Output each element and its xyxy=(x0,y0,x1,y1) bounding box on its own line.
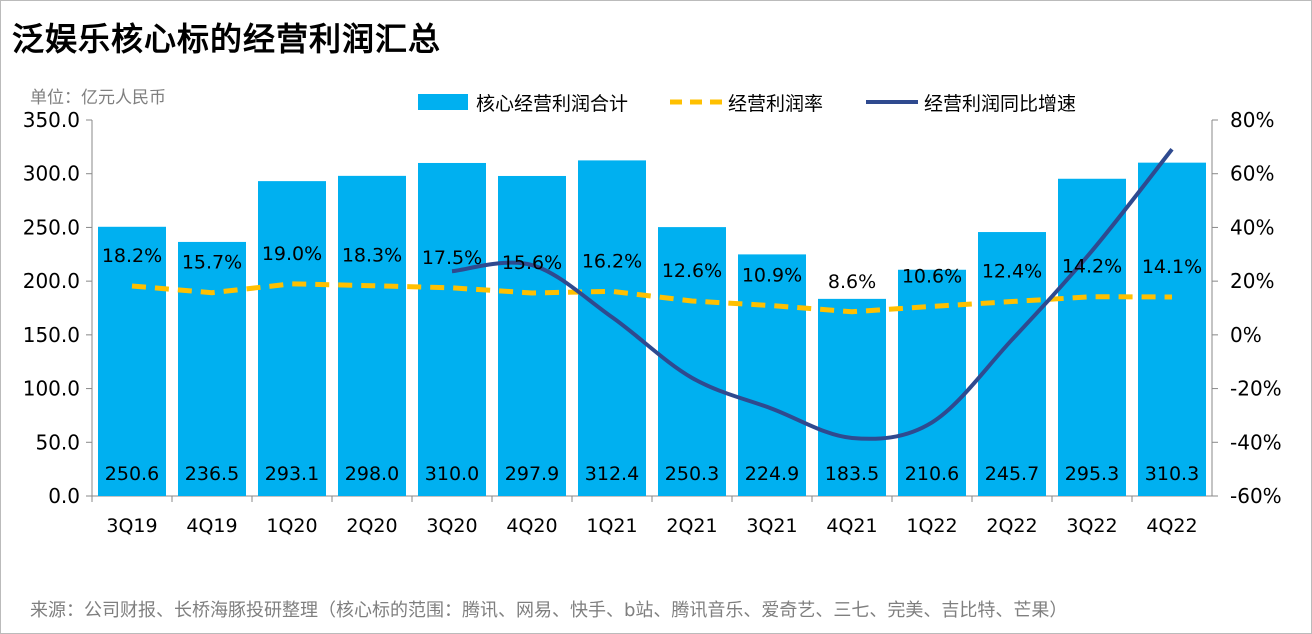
growth-rate-line xyxy=(451,148,1174,441)
y-tick-label: 200.0 xyxy=(23,269,80,293)
bar-value-label: 245.7 xyxy=(985,463,1039,485)
y2-tick-label: 80% xyxy=(1230,108,1274,132)
y-tick-label: 100.0 xyxy=(23,377,80,401)
y-tick-label: 0.0 xyxy=(48,484,80,508)
y-tick-label: 150.0 xyxy=(23,323,80,347)
bar-value-label: 250.6 xyxy=(105,463,159,485)
rate-value-label: 18.3% xyxy=(342,245,402,267)
bar-value-label: 183.5 xyxy=(825,463,879,485)
bar-value-label: 295.3 xyxy=(1065,463,1119,485)
bar-value-label: 293.1 xyxy=(265,463,319,485)
bar-value-label: 210.6 xyxy=(905,463,959,485)
source-note: 来源：公司财报、长桥海豚投研整理（核心标的范围：腾讯、网易、快手、b站、腾讯音乐… xyxy=(30,600,1068,621)
legend-bar-swatch xyxy=(418,94,468,110)
x-tick-label: 1Q20 xyxy=(266,515,317,537)
rate-value-label: 17.5% xyxy=(422,247,482,269)
legend-growth-label: 经营利润同比增速 xyxy=(924,93,1076,115)
bar xyxy=(258,181,326,496)
x-tick-label: 1Q22 xyxy=(906,515,957,537)
bar xyxy=(338,175,406,496)
bar xyxy=(498,175,566,497)
bar xyxy=(738,254,806,496)
x-tick-label: 3Q20 xyxy=(426,515,477,537)
rate-value-label: 15.6% xyxy=(502,252,562,274)
x-tick-label: 2Q21 xyxy=(666,515,717,537)
rate-value-label: 19.0% xyxy=(262,243,322,265)
bar-value-label: 312.4 xyxy=(585,463,639,485)
rate-value-label: 18.2% xyxy=(102,245,162,267)
bar-value-label: 236.5 xyxy=(185,463,239,485)
x-tick-label: 3Q21 xyxy=(746,515,797,537)
bar xyxy=(418,162,486,496)
bar-value-label: 297.9 xyxy=(505,463,559,485)
y2-tick-label: -40% xyxy=(1230,430,1282,454)
y-tick-label: 250.0 xyxy=(23,215,80,239)
x-tick-label: 4Q20 xyxy=(506,515,557,537)
rate-value-label: 15.7% xyxy=(182,252,242,274)
legend-bar-label: 核心经营利润合计 xyxy=(476,93,628,115)
bar xyxy=(98,226,166,496)
y2-tick-label: 40% xyxy=(1230,215,1274,239)
x-tick-label: 2Q22 xyxy=(986,515,1037,537)
x-tick-label: 4Q21 xyxy=(826,515,877,537)
legend-rate-label: 经营利润率 xyxy=(728,93,823,115)
profit-rate-line xyxy=(131,281,1173,315)
y-tick-label: 300.0 xyxy=(23,162,80,186)
bar-value-label: 310.3 xyxy=(1145,463,1199,485)
bar xyxy=(578,160,646,497)
x-tick-label: 2Q20 xyxy=(346,515,397,537)
rate-value-label: 14.1% xyxy=(1142,256,1202,278)
y2-tick-label: -20% xyxy=(1230,377,1282,401)
bar-value-label: 298.0 xyxy=(345,463,399,485)
x-tick-label: 3Q19 xyxy=(106,515,157,537)
y2-tick-label: -60% xyxy=(1230,484,1282,508)
y-tick-label: 50.0 xyxy=(35,430,80,454)
y2-tick-label: 0% xyxy=(1230,323,1262,347)
y2-tick-label: 60% xyxy=(1230,162,1274,186)
rate-value-label: 12.6% xyxy=(662,260,722,282)
bar-value-label: 224.9 xyxy=(745,463,799,485)
y-tick-label: 350.0 xyxy=(23,108,80,132)
rate-value-label: 12.4% xyxy=(982,261,1042,283)
rate-value-label: 14.2% xyxy=(1062,256,1122,278)
unit-label: 单位：亿元人民币 xyxy=(30,88,166,108)
rate-value-label: 10.6% xyxy=(902,265,962,287)
x-tick-label: 4Q22 xyxy=(1146,515,1197,537)
bar xyxy=(1058,178,1126,496)
x-tick-label: 4Q19 xyxy=(186,515,237,537)
bar-value-label: 310.0 xyxy=(425,463,479,485)
bar xyxy=(178,241,246,496)
y2-tick-label: 20% xyxy=(1230,269,1274,293)
bar xyxy=(818,298,886,496)
x-tick-label: 3Q22 xyxy=(1066,515,1117,537)
bar xyxy=(1138,162,1206,496)
x-tick-label: 1Q21 xyxy=(586,515,637,537)
rate-value-label: 10.9% xyxy=(742,265,802,287)
rate-value-label: 8.6% xyxy=(828,271,876,293)
bar-value-label: 250.3 xyxy=(665,463,719,485)
bar xyxy=(898,269,966,496)
rate-value-label: 16.2% xyxy=(582,250,642,272)
chart-title: 泛娱乐核心标的经营利润汇总 xyxy=(12,20,442,58)
